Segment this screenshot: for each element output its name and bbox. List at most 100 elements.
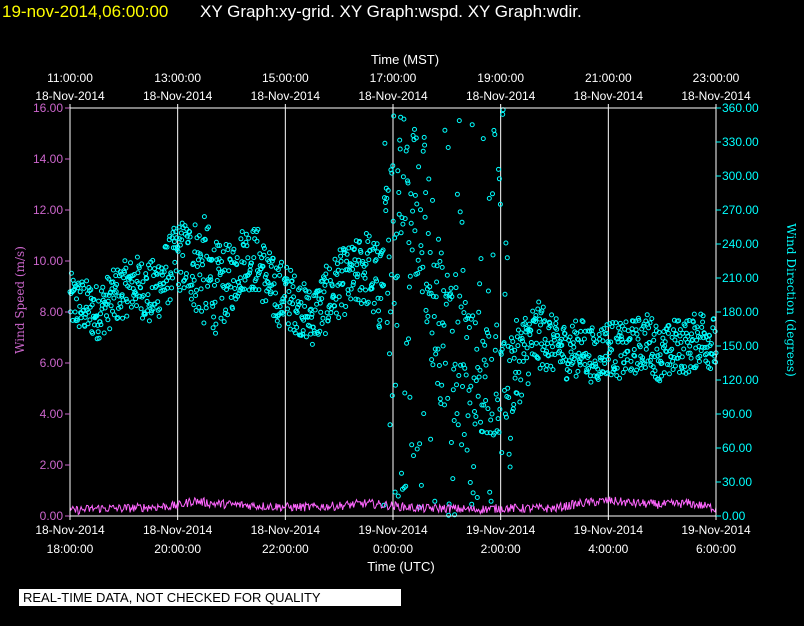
wind-direction-point <box>91 297 97 302</box>
wind-direction-point <box>496 166 501 172</box>
wind-direction-point <box>376 324 382 330</box>
wind-direction-point <box>629 326 635 332</box>
wind-direction-point <box>128 304 134 310</box>
wind-direction-point <box>371 300 377 306</box>
wind-direction-point <box>639 357 645 363</box>
wind-direction-point <box>509 409 515 414</box>
wind-direction-point <box>579 318 585 324</box>
wind-direction-point <box>702 345 708 350</box>
wind-direction-point <box>486 195 492 201</box>
wind-direction-point <box>443 301 449 307</box>
wind-direction-point <box>540 304 546 310</box>
wind-direction-point <box>273 313 279 319</box>
wind-direction-point <box>338 253 344 259</box>
wind-direction-point <box>575 337 581 343</box>
wind-direction-point <box>399 215 405 221</box>
wind-direction-point <box>172 259 178 265</box>
wind-direction-point <box>619 323 625 329</box>
wind-direction-point <box>472 320 478 326</box>
wind-direction-point <box>455 422 461 428</box>
wind-direction-point <box>212 282 217 288</box>
wind-direction-point <box>192 249 198 255</box>
wind-direction-point <box>403 483 409 489</box>
wind-direction-point <box>169 235 175 241</box>
wind-direction-point <box>369 286 375 292</box>
wind-direction-point <box>236 290 242 296</box>
wind-direction-point <box>72 309 78 315</box>
right-tick-label: 180.00 <box>722 305 759 319</box>
wind-direction-point <box>655 358 661 364</box>
wind-direction-point <box>470 490 476 496</box>
wind-direction-point <box>345 291 351 297</box>
wind-direction-point <box>554 326 560 332</box>
wind-direction-point <box>423 307 429 313</box>
wind-direction-point <box>549 312 555 318</box>
wind-direction-point <box>354 262 360 268</box>
wind-direction-point <box>653 323 659 329</box>
wind-direction-point <box>435 346 441 352</box>
wind-direction-point <box>428 436 434 442</box>
left-tick-label: 6.00 <box>40 356 64 370</box>
wind-direction-point <box>427 250 433 255</box>
wind-direction-point <box>387 422 393 428</box>
wind-direction-point <box>652 368 658 374</box>
wind-direction-point <box>402 390 408 396</box>
wind-direction-point <box>285 306 290 312</box>
wind-direction-point <box>147 265 153 271</box>
wind-direction-point <box>268 289 274 295</box>
wind-direction-point <box>660 335 666 341</box>
wind-direction-point <box>96 298 102 304</box>
wind-direction-point <box>466 325 472 330</box>
wind-direction-point <box>202 237 208 243</box>
wind-direction-point <box>625 348 631 354</box>
left-axis-label: Wind Speed (m/s) <box>13 246 27 354</box>
wind-direction-point <box>480 136 486 142</box>
wind-direction-point <box>87 317 93 323</box>
wind-direction-point <box>446 512 452 518</box>
wind-direction-point <box>350 266 356 272</box>
wind-direction-point <box>562 331 568 337</box>
wind-direction-point <box>642 330 648 336</box>
wind-direction-point <box>326 315 332 321</box>
wind-direction-point <box>143 271 149 277</box>
wind-direction-point <box>187 229 193 235</box>
wind-direction-point <box>199 308 205 314</box>
wind-direction-point <box>334 272 340 277</box>
wind-direction-point <box>204 253 210 259</box>
wind-direction-point <box>290 301 296 307</box>
wind-direction-point <box>261 245 267 251</box>
wind-direction-point <box>380 283 386 289</box>
wind-direction-point <box>358 301 364 306</box>
wind-direction-point <box>515 327 521 333</box>
wind-direction-point <box>111 312 117 318</box>
wind-direction-point <box>228 284 234 290</box>
wind-direction-point <box>138 285 144 291</box>
wind-direction-point <box>223 307 229 313</box>
wind-direction-point <box>254 238 260 244</box>
wind-direction-point <box>424 319 430 325</box>
wind-direction-point <box>409 247 415 253</box>
wind-direction-point <box>550 344 555 350</box>
wind-direction-point <box>114 316 120 321</box>
wind-direction-point <box>656 329 662 335</box>
bottom-tick-date: 18-Nov-2014 <box>143 523 213 537</box>
wind-direction-point <box>389 393 395 399</box>
wind-direction-point <box>564 376 570 382</box>
wind-direction-point <box>316 288 322 294</box>
wind-direction-point <box>318 309 324 315</box>
wind-direction-point <box>82 314 88 320</box>
wind-direction-point <box>550 367 556 373</box>
wind-direction-point <box>393 382 398 388</box>
wind-direction-point <box>260 263 266 269</box>
wind-direction-point <box>103 292 109 298</box>
wind-direction-point <box>267 250 272 256</box>
wind-direction-point <box>591 336 597 342</box>
wind-direction-point <box>616 325 622 331</box>
wind-direction-point <box>394 231 399 237</box>
wind-direction-point <box>163 264 169 270</box>
wind-direction-point <box>229 260 235 265</box>
bottom-tick-date: 19-Nov-2014 <box>574 523 644 537</box>
right-tick-label: 270.00 <box>722 203 759 217</box>
timestamp: 19-nov-2014,06:00:00 <box>2 2 169 21</box>
wind-direction-point <box>154 271 160 277</box>
